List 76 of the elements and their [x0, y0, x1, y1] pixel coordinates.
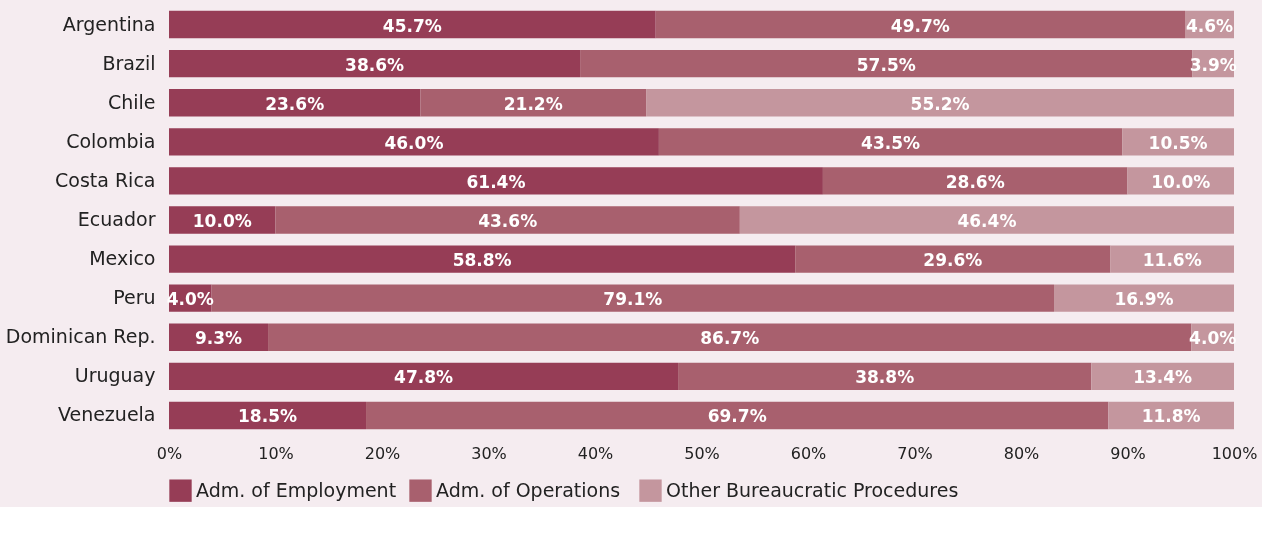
data-label: 58.8%	[452, 250, 512, 271]
data-label: 21.2%	[503, 93, 563, 114]
bar	[275, 206, 740, 234]
bar	[169, 167, 823, 195]
bar	[655, 10, 1186, 39]
bar	[169, 49, 581, 78]
bar	[1054, 284, 1234, 312]
y-tick-label: Argentina	[62, 12, 156, 35]
x-tick-label: 60%	[790, 443, 827, 463]
data-label: 43.5%	[861, 132, 921, 153]
bar	[795, 245, 1111, 273]
bar	[822, 167, 1128, 195]
x-tick-label: 90%	[1110, 443, 1146, 463]
data-label: 86.7%	[700, 328, 760, 349]
bar	[739, 206, 1234, 234]
x-tick-label: 20%	[364, 443, 401, 463]
x-tick-label: 100%	[1211, 443, 1258, 463]
data-label: 11.6%	[1142, 250, 1202, 271]
data-label: 46.4%	[957, 211, 1017, 231]
data-label: 4.6%	[1185, 15, 1234, 36]
data-label: 49.7%	[890, 15, 950, 36]
legend-label: Other Bureaucratic Procedures	[666, 478, 959, 501]
data-label: 46.0%	[384, 132, 444, 153]
y-tick-label: Uruguay	[74, 364, 156, 387]
data-label: 61.4%	[466, 171, 526, 192]
data-label: 28.6%	[945, 171, 1005, 192]
y-tick-label: Costa Rica	[55, 168, 156, 191]
bar	[658, 128, 1123, 156]
data-label: 11.8%	[1141, 406, 1201, 427]
y-tick-label: Colombia	[66, 129, 156, 152]
bar	[580, 49, 1193, 78]
data-label: 13.4%	[1133, 367, 1193, 388]
bar	[646, 89, 1234, 117]
y-tick-label: Ecuador	[77, 208, 156, 230]
data-label: 55.2%	[910, 93, 970, 114]
x-tick-label: 70%	[897, 443, 933, 463]
data-label: 69.7%	[707, 406, 767, 427]
data-label: 16.9%	[1114, 289, 1174, 310]
bar	[420, 89, 647, 117]
bar	[678, 362, 1092, 391]
legend-label: Adm. of Employment	[196, 478, 397, 501]
data-label: 9.3%	[194, 328, 243, 349]
data-label: 47.8%	[394, 367, 454, 388]
bar	[169, 128, 659, 156]
x-tick-label: 80%	[1003, 443, 1040, 463]
data-label: 23.6%	[265, 93, 325, 114]
y-tick-label: Mexico	[89, 247, 156, 270]
bar	[366, 401, 1109, 430]
data-label: 29.6%	[923, 250, 983, 271]
bar	[169, 89, 421, 117]
data-label: 57.5%	[856, 54, 916, 75]
legend-label: Adm. of Operations	[436, 478, 621, 501]
bar	[169, 362, 679, 391]
x-tick-label: 10%	[258, 443, 294, 463]
y-tick-label: Chile	[107, 90, 156, 113]
bar	[169, 401, 367, 430]
data-label: 10.5%	[1148, 132, 1208, 153]
bar	[169, 10, 656, 39]
data-label: 10.0%	[192, 211, 252, 231]
data-label: 38.8%	[855, 367, 915, 388]
data-label: 43.6%	[478, 211, 538, 231]
x-tick-label: 30%	[471, 443, 507, 463]
x-tick-label: 40%	[577, 443, 614, 463]
y-tick-label: Dominican Rep.	[5, 325, 156, 348]
data-label: 18.5%	[238, 406, 297, 427]
y-tick-label: Brazil	[102, 51, 156, 74]
y-tick-label: Venezuela	[57, 403, 156, 426]
y-tick-label: Peru	[113, 286, 156, 309]
data-label: 38.6%	[345, 54, 405, 75]
x-tick-label: 0%	[156, 443, 183, 463]
data-label: 45.7%	[382, 15, 442, 36]
bar	[1110, 245, 1234, 273]
data-label: 10.0%	[1151, 171, 1211, 192]
x-tick-label: 50%	[684, 443, 720, 463]
data-label: 79.1%	[603, 289, 663, 310]
bar	[169, 245, 796, 273]
